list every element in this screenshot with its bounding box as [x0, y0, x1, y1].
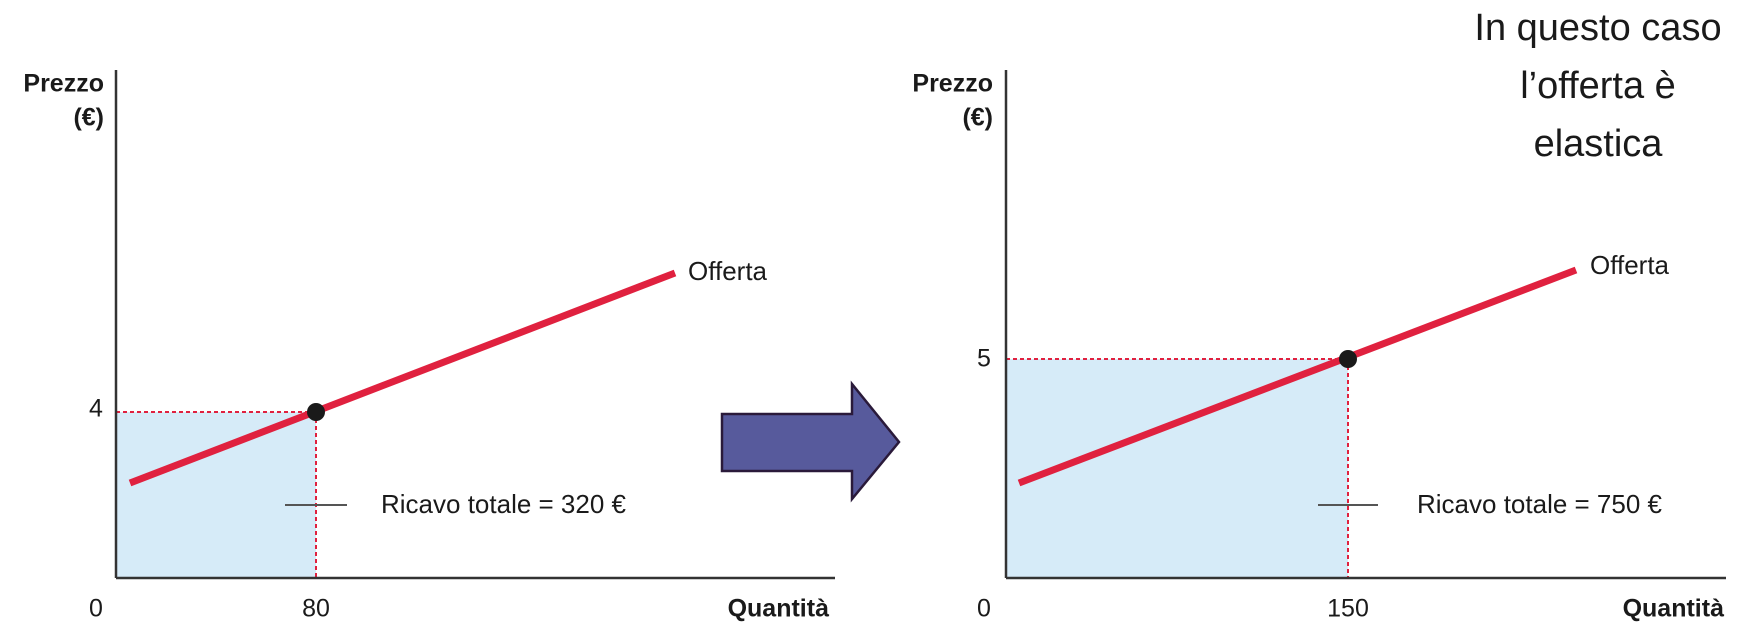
- area-label: Ricavo totale = 750 €: [1417, 489, 1663, 519]
- x-axis-label: Quantità: [1623, 595, 1724, 623]
- panel-left: Prezzo (€) Quantità 0 80 4 Offerta Ricav…: [23, 70, 835, 623]
- x-tick-label: 150: [1327, 595, 1369, 623]
- area-label: Ricavo totale = 320 €: [381, 489, 627, 519]
- y-axis-label: Prezzo: [23, 70, 104, 98]
- y-tick-label: 5: [977, 345, 991, 373]
- revenue-area: [116, 412, 316, 578]
- arrow: [720, 380, 901, 503]
- origin-label: 0: [977, 595, 991, 623]
- curve-label: Offerta: [1590, 250, 1670, 280]
- x-tick-label: 80: [302, 595, 330, 623]
- y-axis-label: (€): [73, 104, 104, 132]
- note-line: l’offerta è: [1520, 65, 1676, 107]
- note: In questo caso l’offerta è elastica: [1474, 7, 1721, 165]
- y-tick-label: 4: [89, 395, 103, 423]
- equilibrium-point: [1339, 350, 1357, 368]
- panel-right: Prezzo (€) Quantità 0 150 5 Offerta Rica…: [912, 70, 1726, 623]
- origin-label: 0: [89, 595, 103, 623]
- x-axis-label: Quantità: [728, 595, 829, 623]
- note-line: elastica: [1534, 123, 1664, 165]
- note-line: In questo caso: [1474, 7, 1721, 49]
- supply-curve: [128, 269, 677, 487]
- equilibrium-point: [307, 403, 325, 421]
- supply-curve: [1017, 266, 1578, 487]
- y-axis-label: (€): [962, 104, 993, 132]
- curve-label: Offerta: [688, 256, 768, 286]
- y-axis-label: Prezzo: [912, 70, 993, 98]
